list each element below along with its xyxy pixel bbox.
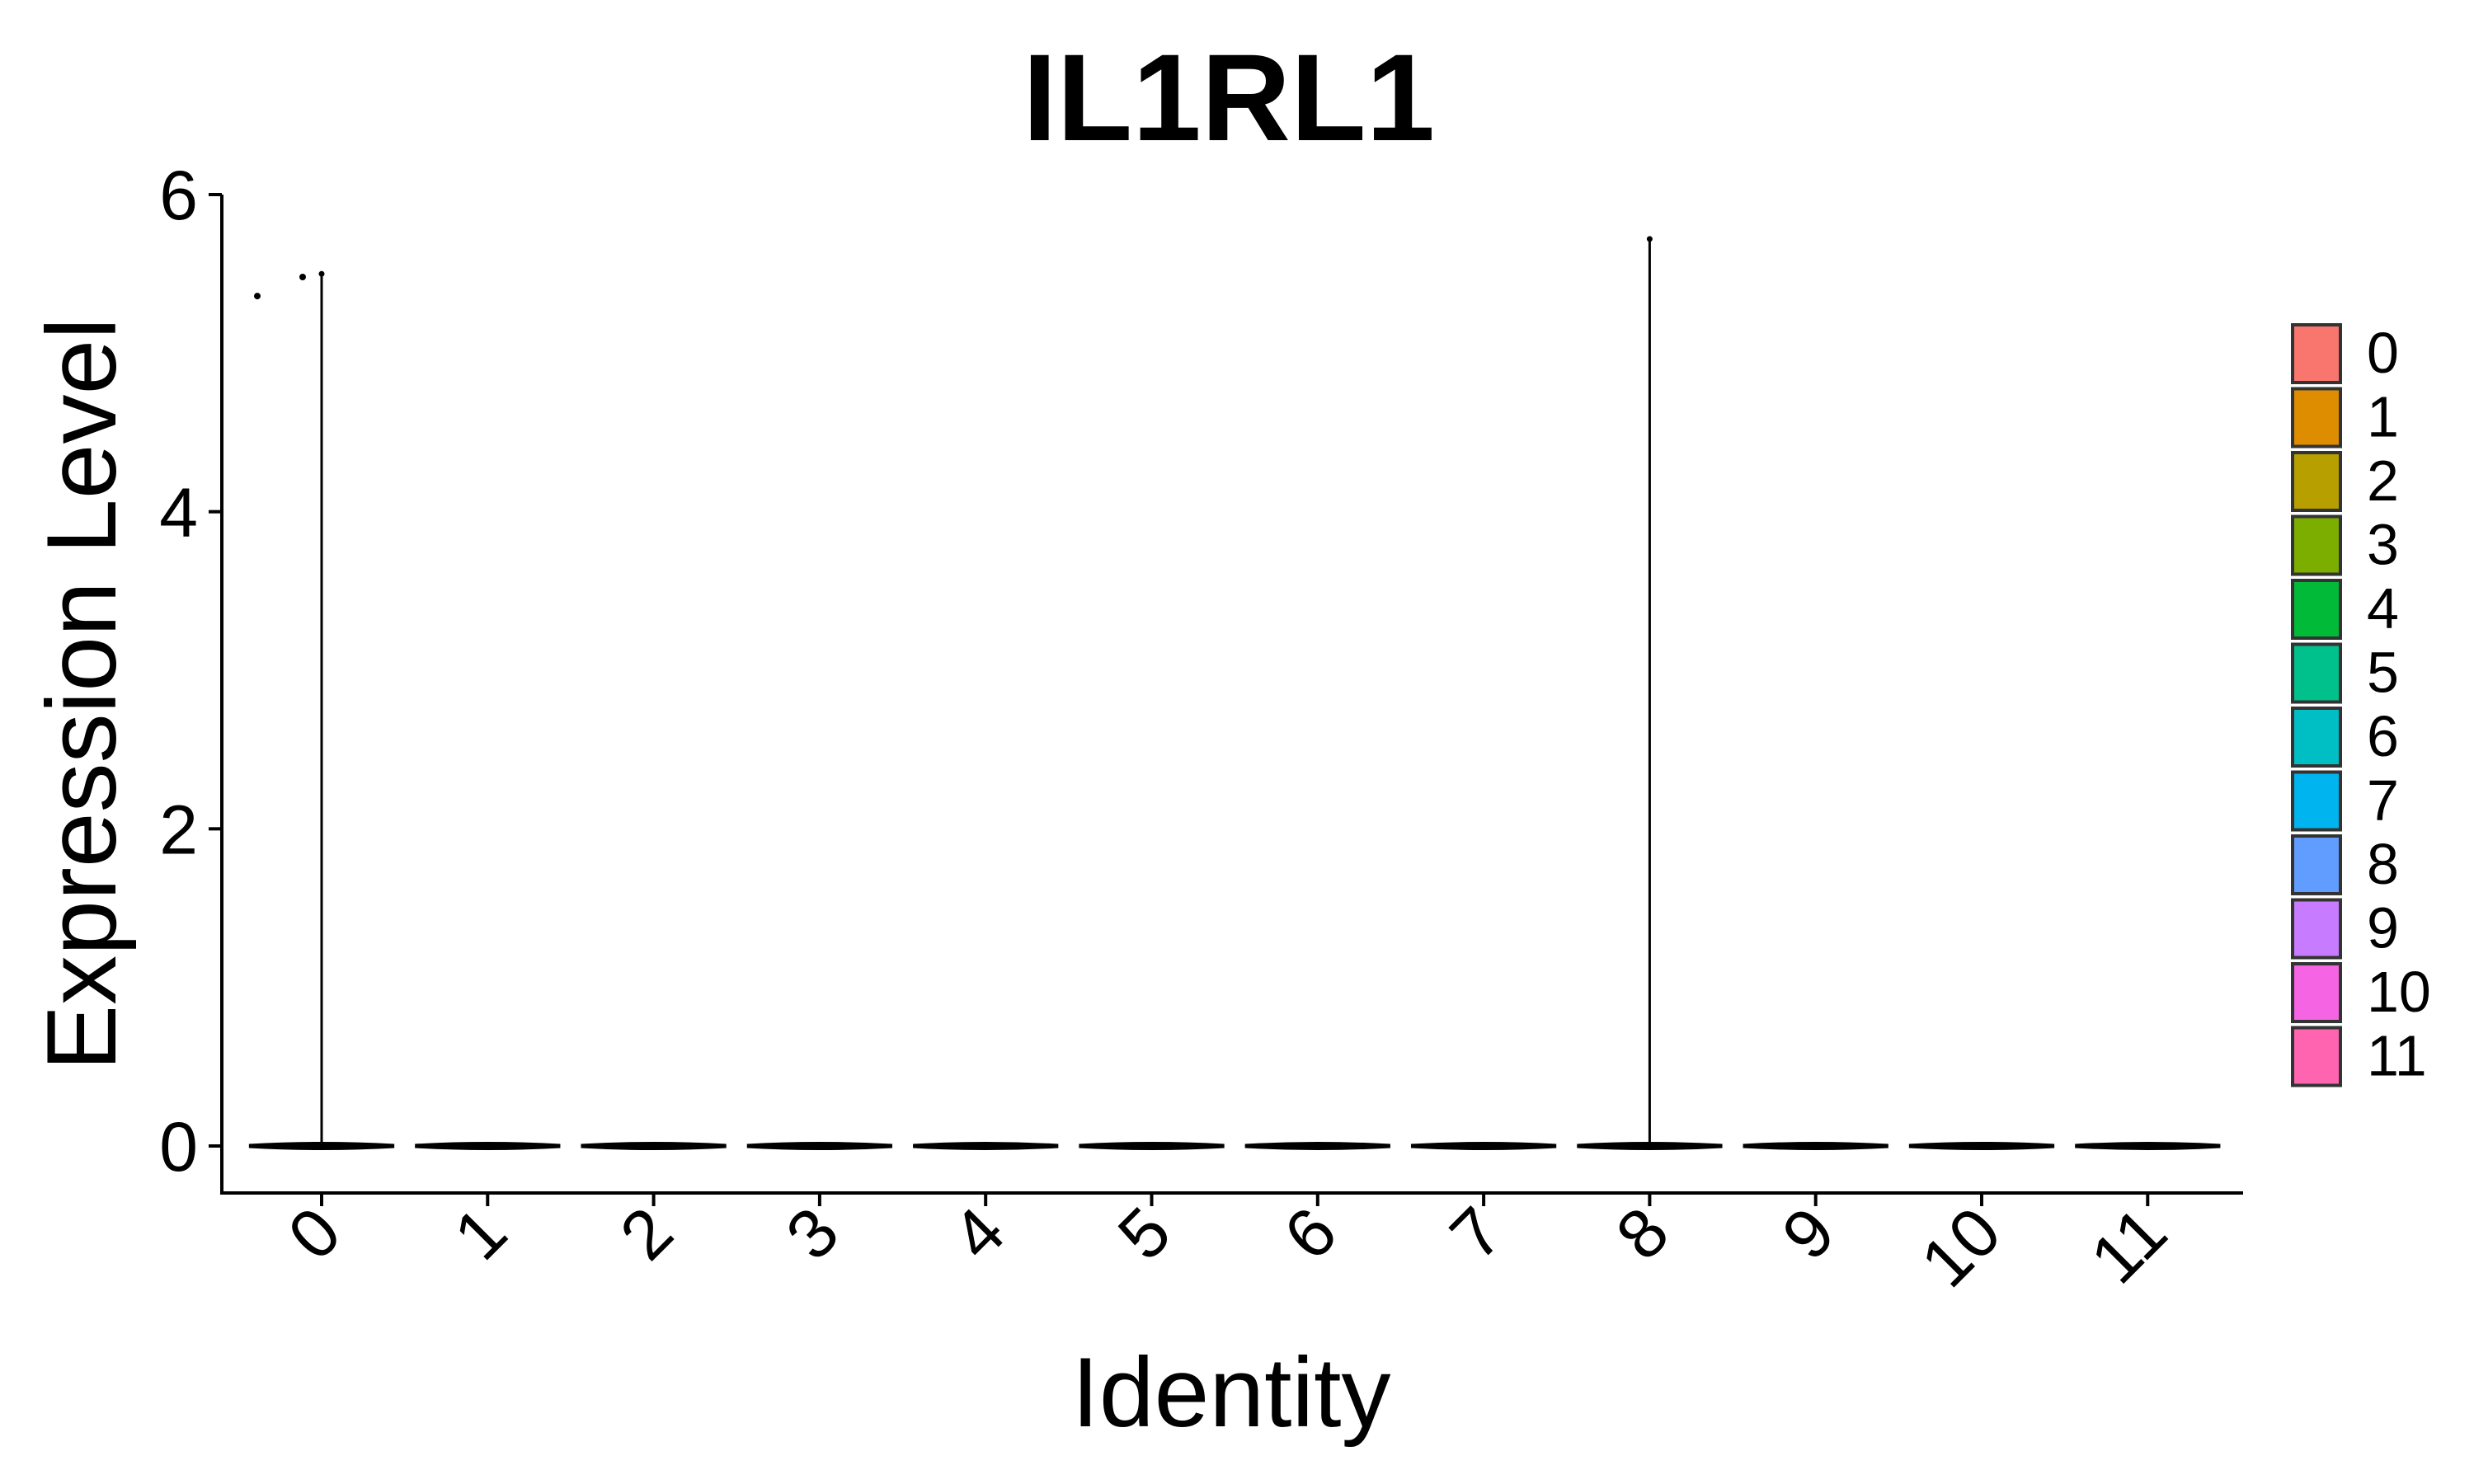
legend-swatch-9 [2291,898,2342,960]
x-tick-label: 6 [1269,1192,1352,1275]
legend-swatch-11 [2291,1026,2342,1087]
legend-label-8: 8 [2367,832,2399,896]
legend-swatch-3 [2291,514,2342,576]
plot-area [248,236,2221,1150]
y-tick-label: 6 [159,157,198,234]
data-point-0 [299,274,306,281]
violin-10 [1908,1142,2055,1150]
y-axis-title: Expression Level [26,317,137,1071]
legend-label-5: 5 [2367,641,2399,705]
x-tick-label: 8 [1602,1192,1684,1275]
violin-6 [1244,1142,1390,1150]
legend-swatch-5 [2291,642,2342,704]
x-tick-label: 9 [1767,1192,1850,1275]
violin-9 [1743,1142,1888,1150]
violin-2 [581,1142,727,1150]
violin-1 [415,1142,561,1150]
x-axis-ticks: 0 1 2 3 4 5 6 7 8 9 10 11 [273,1192,2181,1302]
violin-3 [746,1142,893,1150]
chart-title: IL1RL1 [1023,28,1435,167]
legend-label-0: 0 [2367,321,2399,385]
legend-label-7: 7 [2367,768,2399,833]
legend-label-3: 3 [2367,513,2399,577]
violin-11 [2075,1142,2221,1150]
violin-5 [1079,1142,1225,1150]
x-tick-label: 4 [937,1192,1019,1275]
x-axis-title: Identity [1072,1337,1391,1448]
legend-swatch-2 [2291,451,2342,512]
y-tick-label: 0 [159,1108,198,1186]
x-tick-label: 2 [605,1192,688,1275]
x-tick-label: 3 [771,1192,854,1275]
x-tick-label: 10 [1906,1192,2015,1302]
legend-label-6: 6 [2367,704,2399,768]
violin-7 [1410,1142,1557,1150]
x-tick-label: 7 [1435,1192,1517,1275]
x-tick-label: 5 [1103,1192,1186,1275]
legend-swatch-6 [2291,707,2342,768]
legend-label-4: 4 [2367,576,2399,641]
legend-label-11: 11 [2367,1024,2427,1088]
legend-swatch-8 [2291,834,2342,895]
max-point-8 [1646,236,1653,242]
x-tick-label: 11 [2076,1192,2181,1298]
y-tick-label: 4 [159,474,198,552]
legend-swatch-1 [2291,387,2342,448]
y-tick-label: 2 [159,791,198,868]
max-point-0 [318,270,325,277]
x-tick-label: 0 [273,1192,355,1275]
data-point-0 [254,293,261,300]
y-axis-ticks: 0 2 4 6 [159,157,222,1186]
violin-4 [913,1142,1059,1150]
legend-label-1: 1 [2367,385,2399,449]
legend-swatch-10 [2291,962,2342,1023]
legend-label-10: 10 [2367,960,2431,1024]
legend-swatch-4 [2291,579,2342,640]
legend-swatch-0 [2291,323,2342,384]
legend-label-9: 9 [2367,896,2399,960]
legend-label-2: 2 [2367,448,2399,513]
x-tick-label: 1 [440,1192,522,1275]
legend-swatch-7 [2291,770,2342,832]
